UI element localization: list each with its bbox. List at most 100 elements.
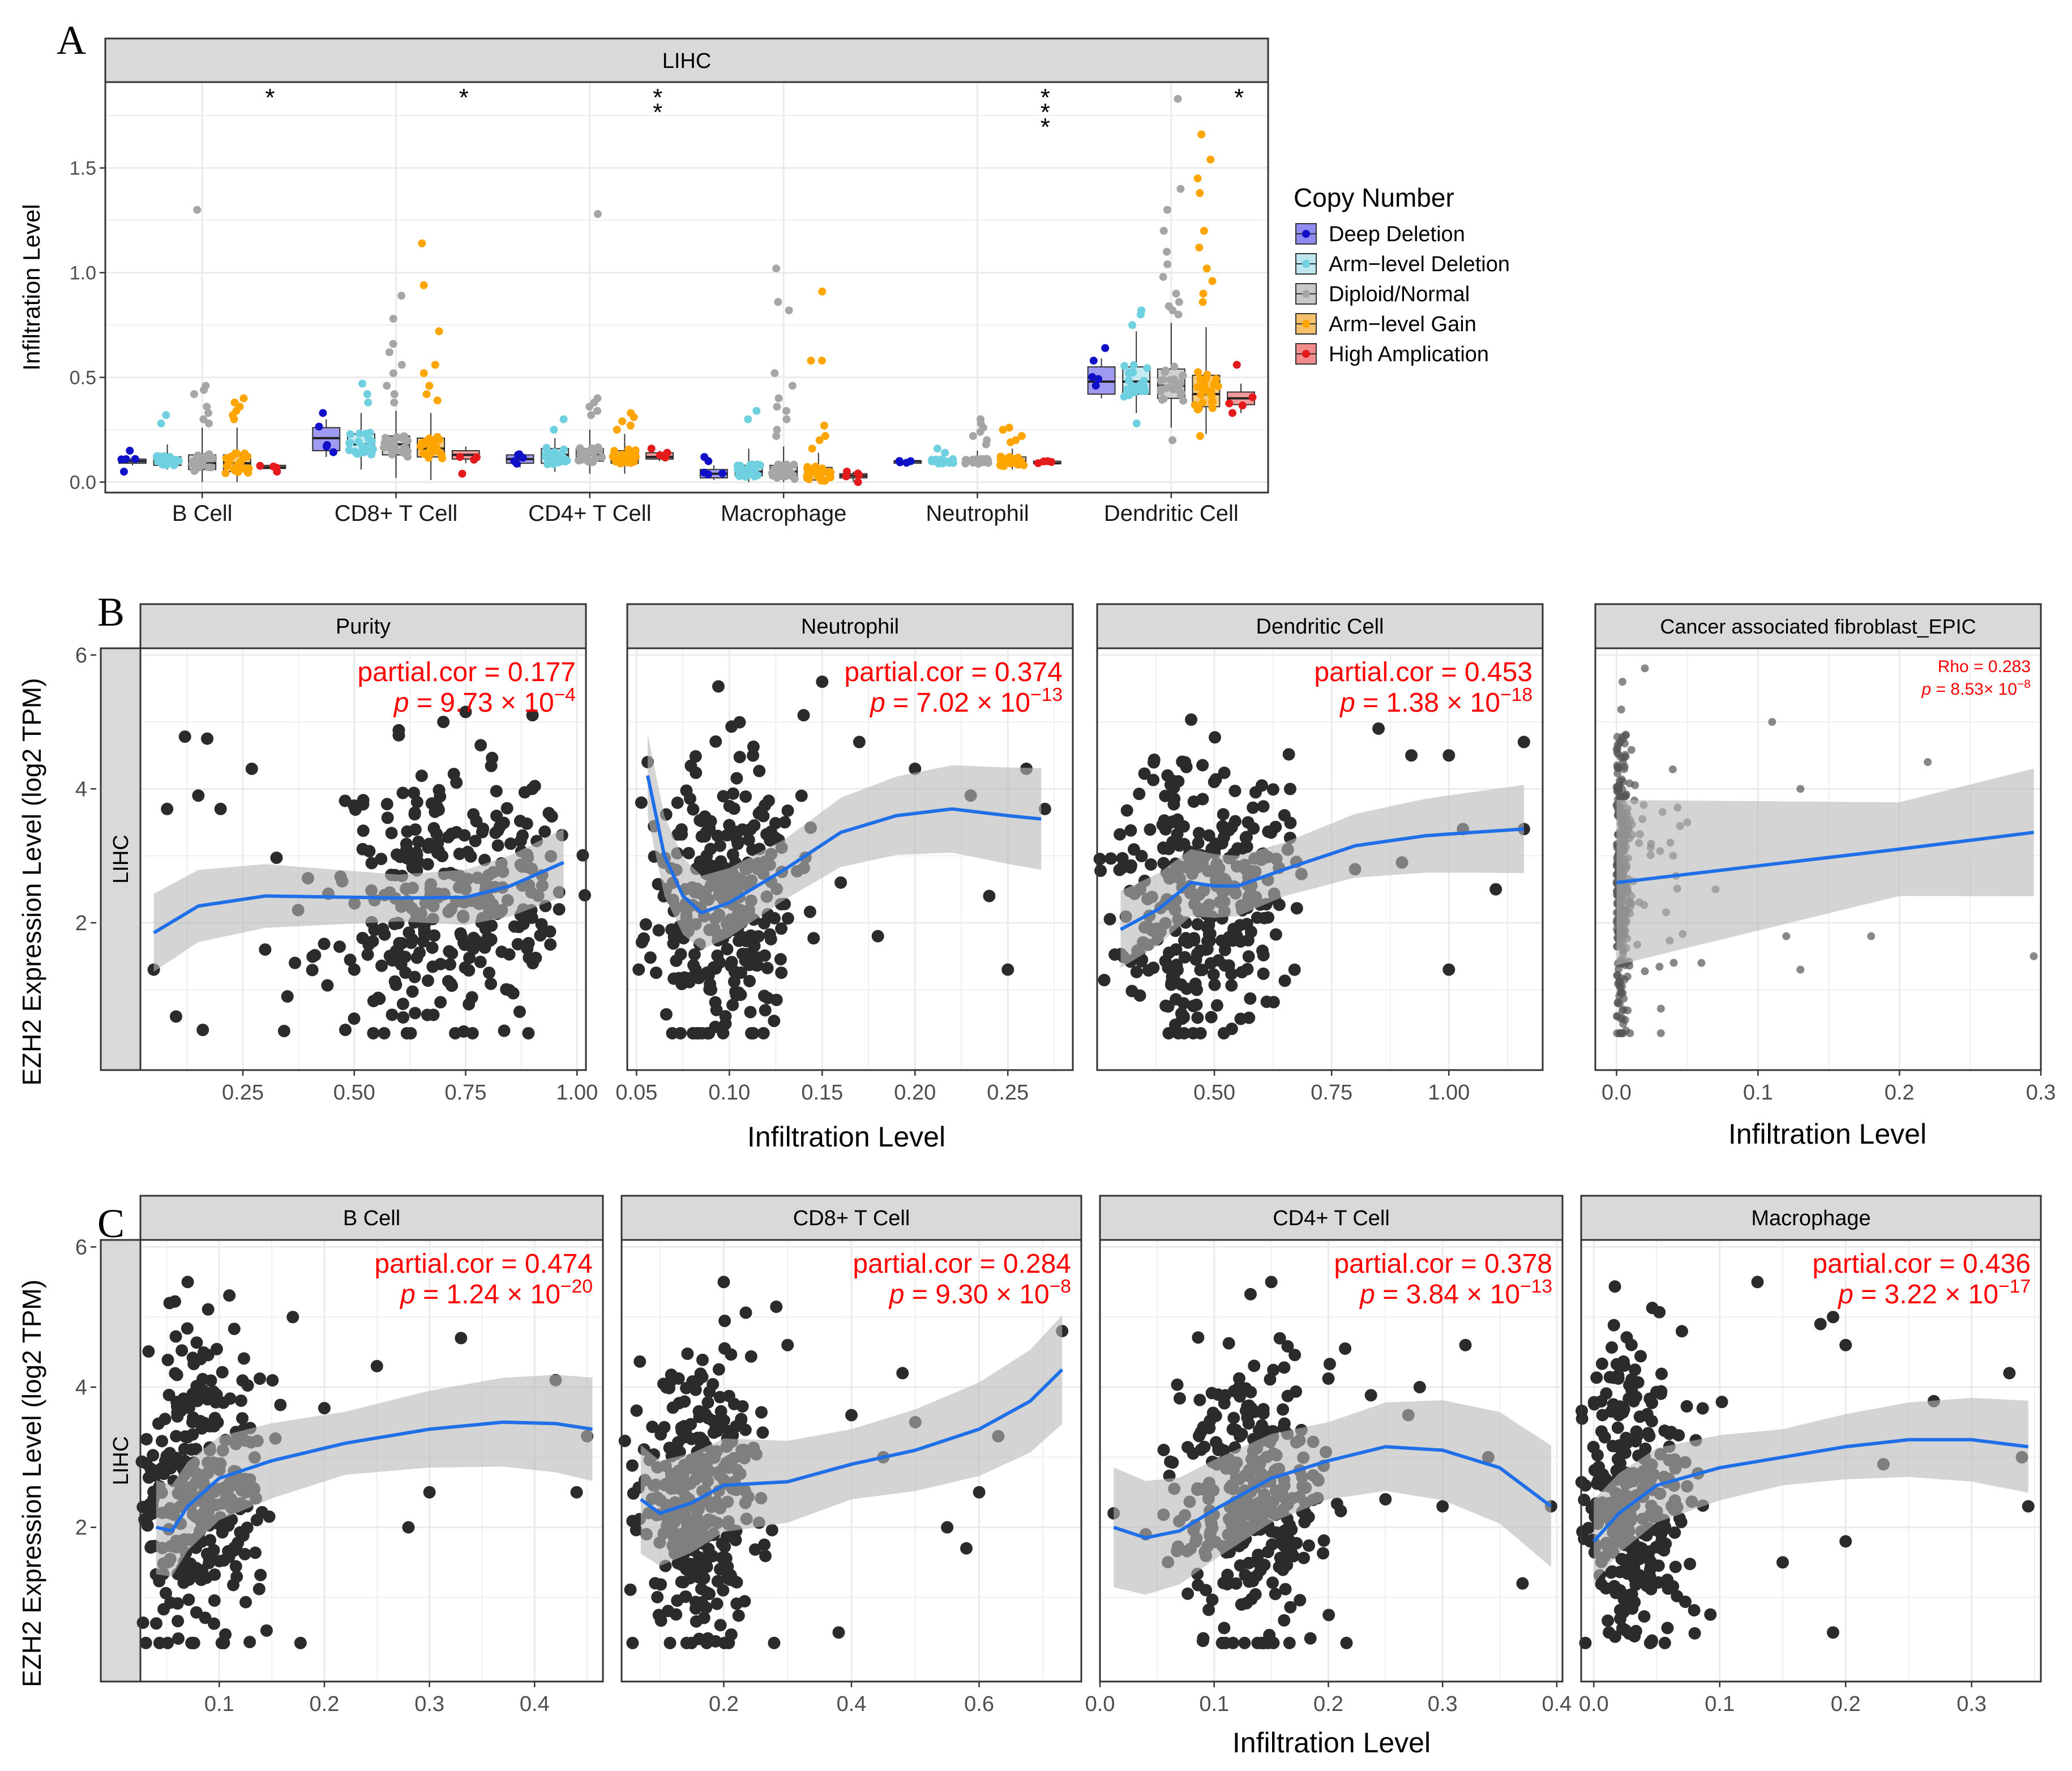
annotation-correlation: partial.cor = 0.474 bbox=[374, 1249, 593, 1279]
data-point bbox=[1170, 943, 1183, 956]
data-point bbox=[700, 1586, 713, 1599]
data-point bbox=[670, 1608, 683, 1621]
data-point bbox=[1278, 1361, 1291, 1374]
data-point bbox=[1632, 1376, 1645, 1389]
data-point bbox=[1814, 1317, 1827, 1331]
data-point bbox=[459, 705, 472, 718]
data-point bbox=[1217, 808, 1230, 821]
data-point bbox=[871, 930, 884, 943]
data-point bbox=[1679, 1595, 1692, 1609]
confidence-band bbox=[1594, 1397, 2028, 1584]
data-point bbox=[182, 1593, 195, 1606]
data-point bbox=[733, 716, 746, 729]
data-point bbox=[714, 1405, 727, 1418]
data-point bbox=[680, 1381, 693, 1394]
data-point bbox=[1304, 1632, 1317, 1645]
data-point bbox=[598, 453, 606, 461]
data-point bbox=[1413, 1381, 1426, 1393]
data-point bbox=[1105, 852, 1118, 865]
data-point bbox=[543, 454, 552, 463]
data-point bbox=[208, 1568, 221, 1581]
data-point bbox=[289, 956, 302, 969]
data-point bbox=[1200, 383, 1208, 392]
data-point bbox=[181, 1322, 194, 1335]
data-point bbox=[1459, 1338, 1472, 1351]
row-strip bbox=[100, 1239, 142, 1683]
data-point bbox=[1217, 1026, 1230, 1040]
x-tick-label: 0.20 bbox=[894, 1081, 936, 1105]
x-axis-label: Infiltration Level bbox=[1728, 1118, 1927, 1150]
data-point bbox=[1279, 1582, 1292, 1595]
data-point bbox=[1221, 1577, 1234, 1590]
data-point bbox=[1221, 1568, 1234, 1581]
outlier-point bbox=[785, 306, 793, 315]
data-point bbox=[493, 820, 506, 833]
data-point bbox=[202, 1303, 215, 1316]
data-point bbox=[710, 1597, 724, 1610]
data-point bbox=[769, 816, 782, 829]
facet-strip bbox=[1580, 1195, 2042, 1241]
data-point bbox=[1162, 1026, 1175, 1040]
data-point bbox=[345, 446, 353, 455]
y-axis-label: EZH2 Expression Level (log2 TPM) bbox=[17, 1280, 46, 1687]
data-point bbox=[256, 461, 264, 470]
data-point bbox=[208, 1411, 221, 1424]
data-point bbox=[197, 454, 206, 462]
data-point bbox=[1103, 913, 1116, 926]
data-point bbox=[1672, 1429, 1685, 1442]
data-point bbox=[703, 1385, 716, 1398]
data-point bbox=[633, 1355, 647, 1368]
data-point bbox=[739, 1423, 752, 1436]
data-point bbox=[1602, 1614, 1615, 1627]
data-point bbox=[1249, 1588, 1262, 1601]
y-tick-label: 1.5 bbox=[70, 158, 96, 179]
outlier-point bbox=[842, 468, 851, 476]
data-point bbox=[1144, 823, 1157, 836]
outlier-point bbox=[999, 426, 1007, 434]
box-cd4-t-cell-4 bbox=[645, 444, 674, 462]
data-point bbox=[241, 1521, 254, 1534]
data-point bbox=[751, 951, 764, 964]
data-point bbox=[726, 848, 739, 861]
outlier-point bbox=[1206, 155, 1215, 164]
data-point bbox=[404, 1026, 417, 1040]
data-point bbox=[1159, 789, 1172, 802]
data-point bbox=[408, 970, 421, 983]
data-point bbox=[365, 435, 373, 443]
outlier-point bbox=[1089, 356, 1098, 365]
data-point bbox=[654, 1578, 667, 1591]
data-point bbox=[1157, 1444, 1170, 1457]
data-point bbox=[712, 680, 725, 693]
data-point bbox=[1248, 393, 1257, 401]
box-cd8-t-cell-3 bbox=[416, 239, 447, 480]
data-point bbox=[1619, 777, 1627, 786]
facet-cancer-associated-fibroblast-epic: Cancer associated fibroblast_EPIC Rho = 0… bbox=[1594, 603, 2056, 1105]
data-point bbox=[746, 461, 754, 469]
x-tick-label: 0.1 bbox=[1705, 1692, 1735, 1716]
data-point bbox=[1619, 1029, 1627, 1037]
data-point bbox=[774, 953, 787, 966]
data-point bbox=[1668, 1526, 1681, 1539]
data-point bbox=[739, 1306, 752, 1319]
confidence-band bbox=[1120, 785, 1524, 968]
box-cd4-t-cell-0 bbox=[506, 450, 534, 468]
legend-title: Copy Number bbox=[1294, 183, 1454, 212]
data-point bbox=[538, 825, 551, 838]
outlier-point bbox=[1101, 344, 1110, 352]
data-point bbox=[1124, 861, 1137, 874]
data-point bbox=[409, 1007, 422, 1020]
data-point bbox=[1204, 957, 1217, 970]
y-tick-label: 0.5 bbox=[70, 367, 96, 389]
data-point bbox=[1177, 1010, 1190, 1023]
outlier-point bbox=[422, 390, 431, 399]
y-tick-label: 2 bbox=[75, 1516, 87, 1540]
data-point bbox=[709, 996, 722, 1009]
data-point bbox=[1599, 1472, 1612, 1485]
data-point bbox=[1191, 1011, 1204, 1024]
data-point bbox=[714, 1619, 727, 1632]
annotation-pvalue: p = 7.02 × 10−13 bbox=[869, 685, 1063, 718]
facet-strip bbox=[1594, 603, 2042, 649]
data-point bbox=[204, 1374, 217, 1387]
data-point bbox=[674, 1558, 687, 1571]
data-point bbox=[403, 926, 416, 939]
